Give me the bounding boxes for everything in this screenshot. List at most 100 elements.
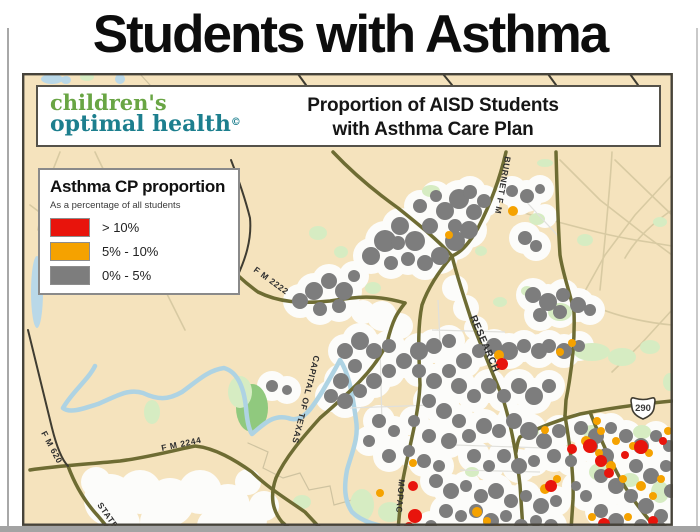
data-blob-orange [636,481,646,491]
data-blob-gray [472,344,486,358]
data-blob-orange [612,437,620,445]
data-blob-gray [594,504,608,518]
data-blob-red [408,509,422,523]
copyright-mark: © [230,116,241,128]
data-blob-gray [266,380,278,392]
park-patch [144,400,160,424]
data-blob-gray [413,199,427,213]
data-blob-gray [660,460,672,472]
slide-left-border [7,28,9,526]
data-blob-gray [497,389,511,403]
park-patch [577,234,593,246]
data-blob-gray [436,202,454,220]
data-blob-orange [657,475,665,483]
park-patch [653,217,667,227]
park-patch [365,282,381,294]
data-blob-gray [629,459,643,473]
data-blob-gray [429,474,443,488]
data-blob-orange [568,339,576,347]
park-patch [475,246,487,256]
data-blob-gray [571,481,581,491]
data-blob-gray [624,489,638,503]
data-blob-red [648,516,658,526]
data-blob-gray [442,334,456,348]
data-blob-gray [486,338,502,354]
data-blob-orange [649,492,657,500]
data-blob-gray [506,413,522,429]
data-blob-red [595,455,607,467]
data-blob-gray [584,304,596,316]
data-blob-gray [382,449,396,463]
data-blob-orange [409,459,417,467]
map-header-banner: children's optimal health© Proportion of… [36,85,661,147]
data-blob-gray [511,378,527,394]
park-patch [633,425,651,439]
data-blob-gray [520,422,538,440]
data-blob-gray [460,221,478,239]
logo-line2: optimal health© [50,110,241,137]
data-blob-gray [608,478,624,494]
data-blob-gray [451,378,467,394]
data-blob-gray [391,236,405,250]
legend-label: 5% - 10% [102,244,159,259]
data-blob-gray [476,418,492,434]
data-blob-orange [445,231,453,239]
data-blob-gray [638,498,654,514]
data-blob-orange [483,517,491,525]
data-blob-red [496,358,508,370]
data-blob-gray [305,282,323,300]
legend-item: > 10% [50,218,238,237]
legend-swatch [50,242,90,261]
data-blob-gray [542,379,556,393]
data-blob-orange [472,507,482,517]
data-blob-gray [351,332,369,350]
data-blob-gray [374,230,396,252]
school-areas-5-10pct [376,206,672,526]
data-blob-gray [332,299,346,313]
data-blob-red [621,451,629,459]
data-blob-gray [333,373,349,389]
park-patch [378,502,402,522]
data-blob-gray [412,364,426,378]
legend-item: 0% - 5% [50,266,238,285]
data-blob-red [567,444,577,454]
children-optimal-health-logo: children's optimal health© [50,90,241,137]
data-blob-gray [426,373,442,389]
data-blob-gray [608,513,624,526]
data-blob-gray [366,373,382,389]
data-blob-orange [376,489,384,497]
data-blob-gray [426,338,442,354]
logo-line1: children's [50,90,167,115]
data-blob-gray [391,217,409,235]
data-blob-gray [321,273,337,289]
map-title-line2: with Asthma Care Plan [332,118,534,140]
data-blob-gray [511,458,527,474]
data-blob-gray [518,231,532,245]
data-blob-gray [474,489,488,503]
slide-title: Students with Asthma [92,5,610,64]
school-areas-over-10pct [404,358,667,526]
map-title-line1: Proportion of AISD Students [307,95,559,116]
data-blob-red [583,439,597,453]
data-blob-gray [619,429,633,443]
data-blob-gray [553,305,567,319]
data-blob-gray [530,515,542,526]
data-blob-orange [645,449,653,457]
data-blob-gray [388,425,400,437]
park-patch [529,213,545,225]
data-blob-gray [467,389,481,403]
data-blob-gray [467,449,481,463]
data-blob-gray [504,494,518,508]
data-blob-gray [517,339,531,353]
data-blob-gray [460,480,472,492]
data-blob-orange [597,427,605,435]
data-blob-orange [593,417,601,425]
legend-label: 0% - 5% [102,268,152,283]
data-blob-gray [574,421,588,435]
data-blob-gray [382,364,396,378]
park-patch [465,467,479,477]
park-patch [309,226,327,240]
legend-subtitle: As a percentage of all students [50,200,181,211]
data-blob-orange [624,513,632,521]
